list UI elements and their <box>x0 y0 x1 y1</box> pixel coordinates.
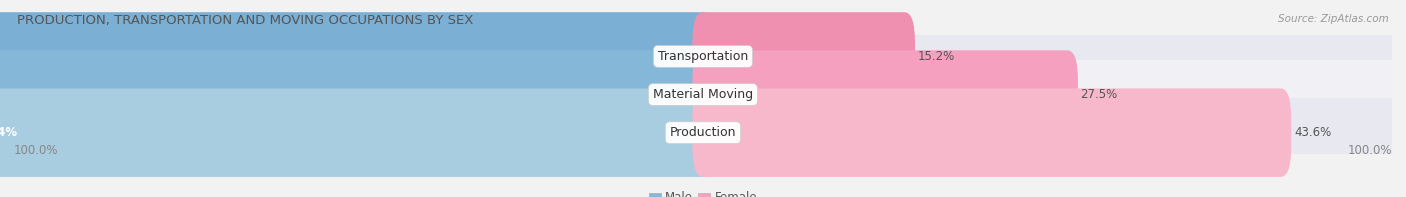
FancyBboxPatch shape <box>10 60 1396 129</box>
FancyBboxPatch shape <box>692 12 915 101</box>
Text: 100.0%: 100.0% <box>14 144 59 157</box>
FancyBboxPatch shape <box>0 88 714 177</box>
Text: 15.2%: 15.2% <box>918 50 955 63</box>
Text: 56.4%: 56.4% <box>0 126 17 139</box>
FancyBboxPatch shape <box>10 98 1396 167</box>
FancyBboxPatch shape <box>0 50 714 139</box>
Text: Source: ZipAtlas.com: Source: ZipAtlas.com <box>1278 14 1389 24</box>
Legend: Male, Female: Male, Female <box>644 187 762 197</box>
FancyBboxPatch shape <box>10 22 1396 91</box>
Text: Production: Production <box>669 126 737 139</box>
FancyBboxPatch shape <box>0 12 714 101</box>
FancyBboxPatch shape <box>692 88 1291 177</box>
Text: Material Moving: Material Moving <box>652 88 754 101</box>
FancyBboxPatch shape <box>692 50 1078 139</box>
Text: 27.5%: 27.5% <box>1081 88 1118 101</box>
Text: PRODUCTION, TRANSPORTATION AND MOVING OCCUPATIONS BY SEX: PRODUCTION, TRANSPORTATION AND MOVING OC… <box>17 14 474 27</box>
Text: Transportation: Transportation <box>658 50 748 63</box>
Text: 100.0%: 100.0% <box>1347 144 1392 157</box>
Text: 43.6%: 43.6% <box>1294 126 1331 139</box>
